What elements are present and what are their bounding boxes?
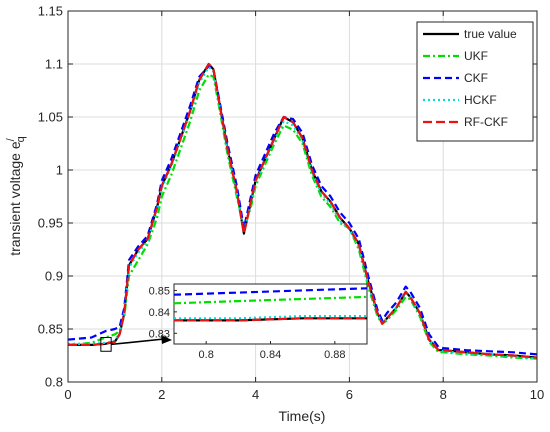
inset-y-tick-label: 0.83 xyxy=(149,328,170,340)
zoom-arrow xyxy=(111,338,165,346)
inset-chart: 0.8 0.84 0.88 0.83 0.84 0.85 xyxy=(149,283,368,361)
y-tick-label: 0.95 xyxy=(38,216,63,231)
y-tick-labels: 0.8 0.85 0.9 0.95 1 1.05 1.1 1.15 xyxy=(38,4,537,390)
legend: true value UKF CKF HCKF RF-CKF xyxy=(416,21,534,142)
x-tick-label: 2 xyxy=(158,387,165,402)
series-line-rf-ckf xyxy=(68,62,537,359)
y-tick-label: 1.1 xyxy=(45,57,63,72)
x-tick-labels: 0 2 4 6 8 10 xyxy=(64,11,544,402)
y-tick-label: 0.8 xyxy=(45,375,63,390)
x-tick-label: 10 xyxy=(530,387,544,402)
inset-x-tick-label: 0.88 xyxy=(324,349,345,361)
y-tick-label: 1.05 xyxy=(38,110,63,125)
legend-entry-label: RF-CKF xyxy=(464,115,508,129)
inset-x-tick-label: 0.8 xyxy=(199,349,214,361)
y-tick-label: 1 xyxy=(56,163,63,178)
x-tick-label: 8 xyxy=(440,387,447,402)
plot-frame xyxy=(67,10,538,383)
inset-x-tick-label: 0.84 xyxy=(260,349,281,361)
inset-y-tick-label: 0.85 xyxy=(149,285,170,297)
legend-entry-label: UKF xyxy=(464,49,488,63)
y-tick-label: 0.85 xyxy=(38,322,63,337)
inset-frame xyxy=(173,283,368,345)
inset-series-line-ckf xyxy=(173,287,368,296)
series-lines xyxy=(68,62,537,360)
legend-entry-label: CKF xyxy=(464,71,488,85)
y-tick-label: 1.15 xyxy=(38,4,63,19)
zoom-indicator xyxy=(100,335,172,352)
y-axis-label: transient voltage e/q xyxy=(5,136,27,256)
y-axis-label-subscript: q xyxy=(15,136,27,142)
y-axis-label-prime: / xyxy=(5,137,17,141)
inset-series-line-rf-ckf xyxy=(174,317,367,322)
x-tick-label: 4 xyxy=(252,387,259,402)
zoom-arrow-head xyxy=(161,335,172,344)
inset-series-line-hckf xyxy=(174,315,367,320)
legend-entry-label: true value xyxy=(464,27,517,41)
inset-y-tick-label: 0.84 xyxy=(149,307,170,319)
x-tick-label: 6 xyxy=(346,387,353,402)
x-tick-label: 0 xyxy=(64,387,71,402)
inset-series-line-ukf xyxy=(173,295,368,305)
x-axis-label: Time(s) xyxy=(279,408,326,424)
legend-entry-label: HCKF xyxy=(464,93,497,107)
y-tick-label: 0.9 xyxy=(45,269,63,284)
zoom-region-box xyxy=(100,336,112,352)
